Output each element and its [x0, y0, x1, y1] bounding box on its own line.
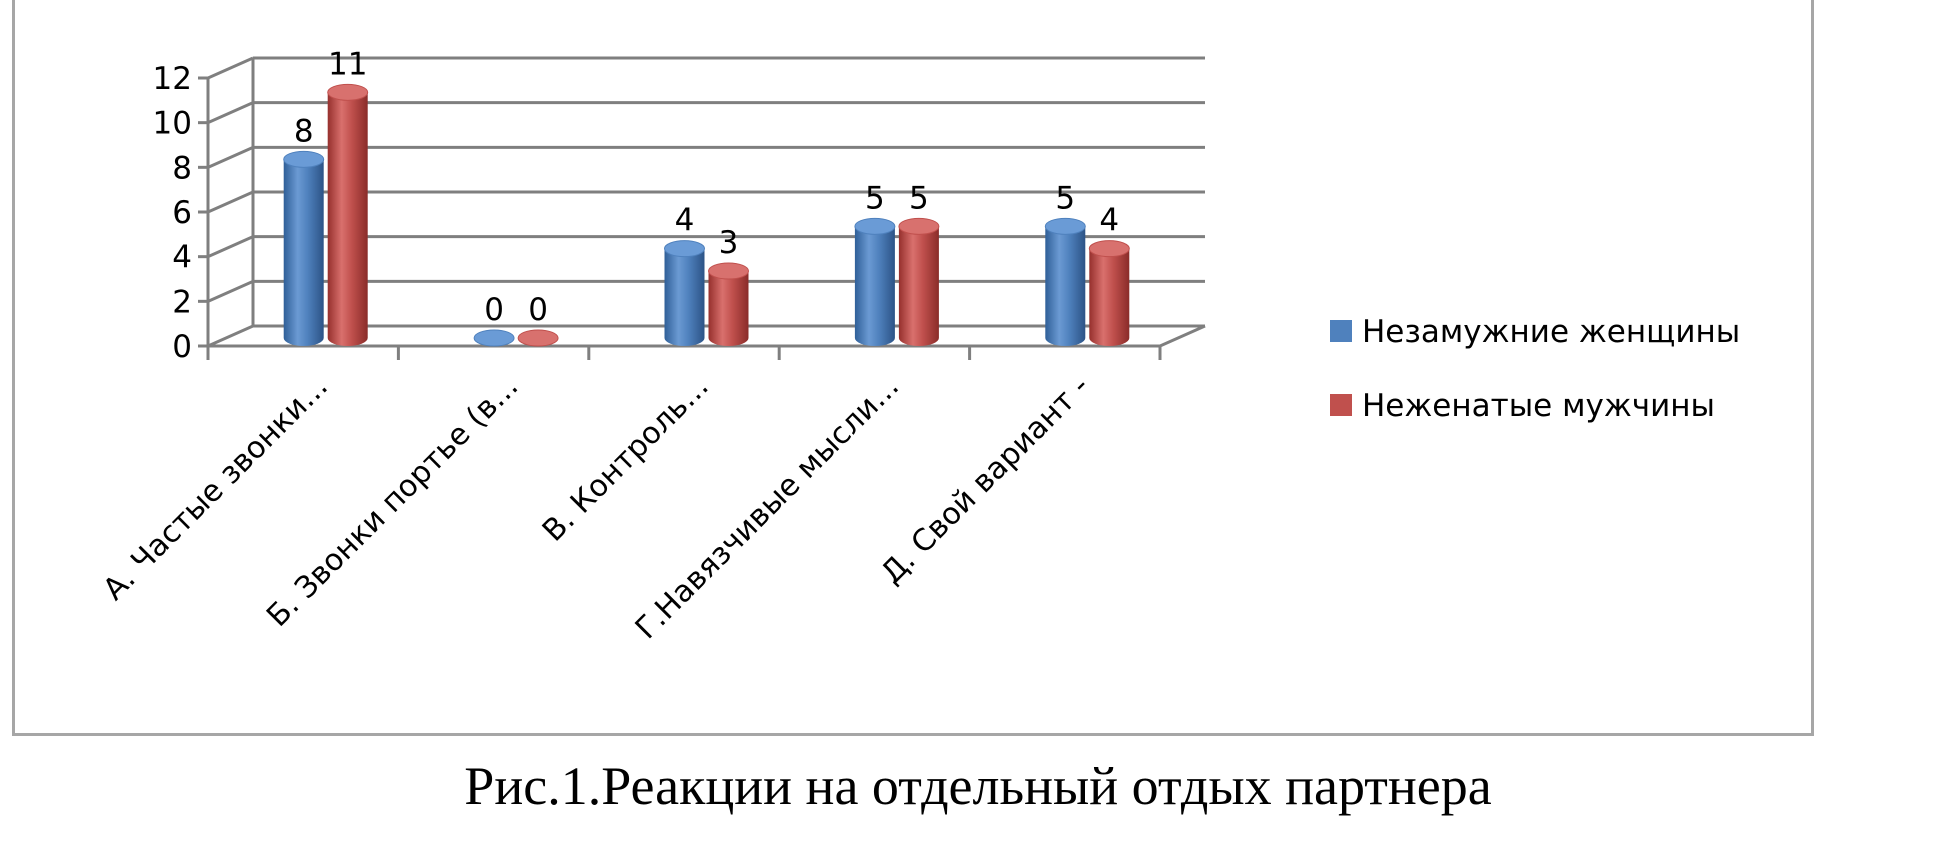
y-tick-label: 2: [172, 284, 192, 320]
bar-top: [708, 262, 749, 280]
bar-men-4: [898, 217, 940, 346]
gridline-side: [207, 56, 254, 80]
y-tick-label: 6: [172, 195, 192, 231]
bar-top: [517, 329, 559, 347]
bar-men-2: [517, 329, 559, 347]
category-label: Д. Свой вариант -: [874, 369, 1096, 591]
data-label: 4: [1099, 203, 1119, 239]
bar-women-5: [1044, 217, 1086, 346]
bar-body: [664, 248, 705, 346]
legend-label: Неженатые мужчины: [1362, 388, 1715, 424]
y-tick-label: 12: [153, 61, 192, 97]
bar-top: [473, 329, 515, 347]
data-label: 11: [328, 46, 367, 82]
y-tick-label: 4: [172, 240, 192, 276]
bar-body: [898, 226, 939, 346]
bar-top: [283, 150, 325, 168]
data-label: 3: [719, 225, 739, 261]
category-labels: А. Частые звонки...Б. Звонки портье (в..…: [97, 369, 1097, 646]
bar-body: [283, 159, 324, 346]
legend-label: Незамужние женщины: [1362, 314, 1740, 350]
data-label: 5: [865, 180, 885, 216]
floor-right-edge: [1159, 324, 1206, 348]
bar-women-1: [283, 150, 325, 346]
gridline-side: [207, 145, 254, 169]
bar-top: [854, 217, 896, 235]
legend-swatch: [1330, 394, 1352, 416]
y-tick-label: 0: [172, 329, 192, 365]
data-label: 4: [675, 203, 695, 239]
y-tick-label: 8: [172, 150, 192, 186]
gridline-side: [207, 101, 254, 125]
legend: Незамужние женщины Неженатые мужчины: [1330, 314, 1740, 424]
chart-frame: [12, 0, 1814, 736]
data-label: 5: [909, 180, 929, 216]
figure-caption: Рис.1.Реакции на отдельный отдых партнер…: [464, 756, 1492, 816]
bar-top: [1044, 217, 1086, 235]
y-tick-label: 10: [153, 106, 192, 142]
bars: [283, 83, 1130, 347]
bar-body: [854, 226, 895, 346]
legend-swatch: [1330, 320, 1352, 342]
bar-top: [664, 240, 705, 258]
bar-top: [898, 217, 940, 235]
gridline-side: [207, 235, 254, 259]
data-label: 0: [528, 292, 548, 328]
bar-top: [1088, 240, 1130, 258]
bar-body: [708, 271, 749, 346]
bar-women-4: [854, 217, 896, 346]
gridline-side: [207, 190, 254, 214]
bar-men-3: [708, 262, 749, 346]
bar-body: [327, 92, 368, 346]
bar-body: [1089, 248, 1130, 346]
bar-men-1: [327, 83, 369, 346]
data-label: 5: [1055, 180, 1075, 216]
bar-top: [327, 83, 369, 101]
axes: 0 2 4 6 8 10 12: [153, 58, 1206, 365]
bar-men-5: [1088, 240, 1130, 346]
category-label: В. Контроль...: [536, 369, 716, 549]
bar-women-2: [473, 329, 515, 347]
bar-women-3: [664, 240, 705, 346]
data-label: 0: [484, 292, 504, 328]
gridline-side: [207, 279, 254, 303]
data-label: 8: [294, 113, 314, 149]
bar-body: [1045, 226, 1086, 346]
gridline-side: [207, 324, 254, 348]
